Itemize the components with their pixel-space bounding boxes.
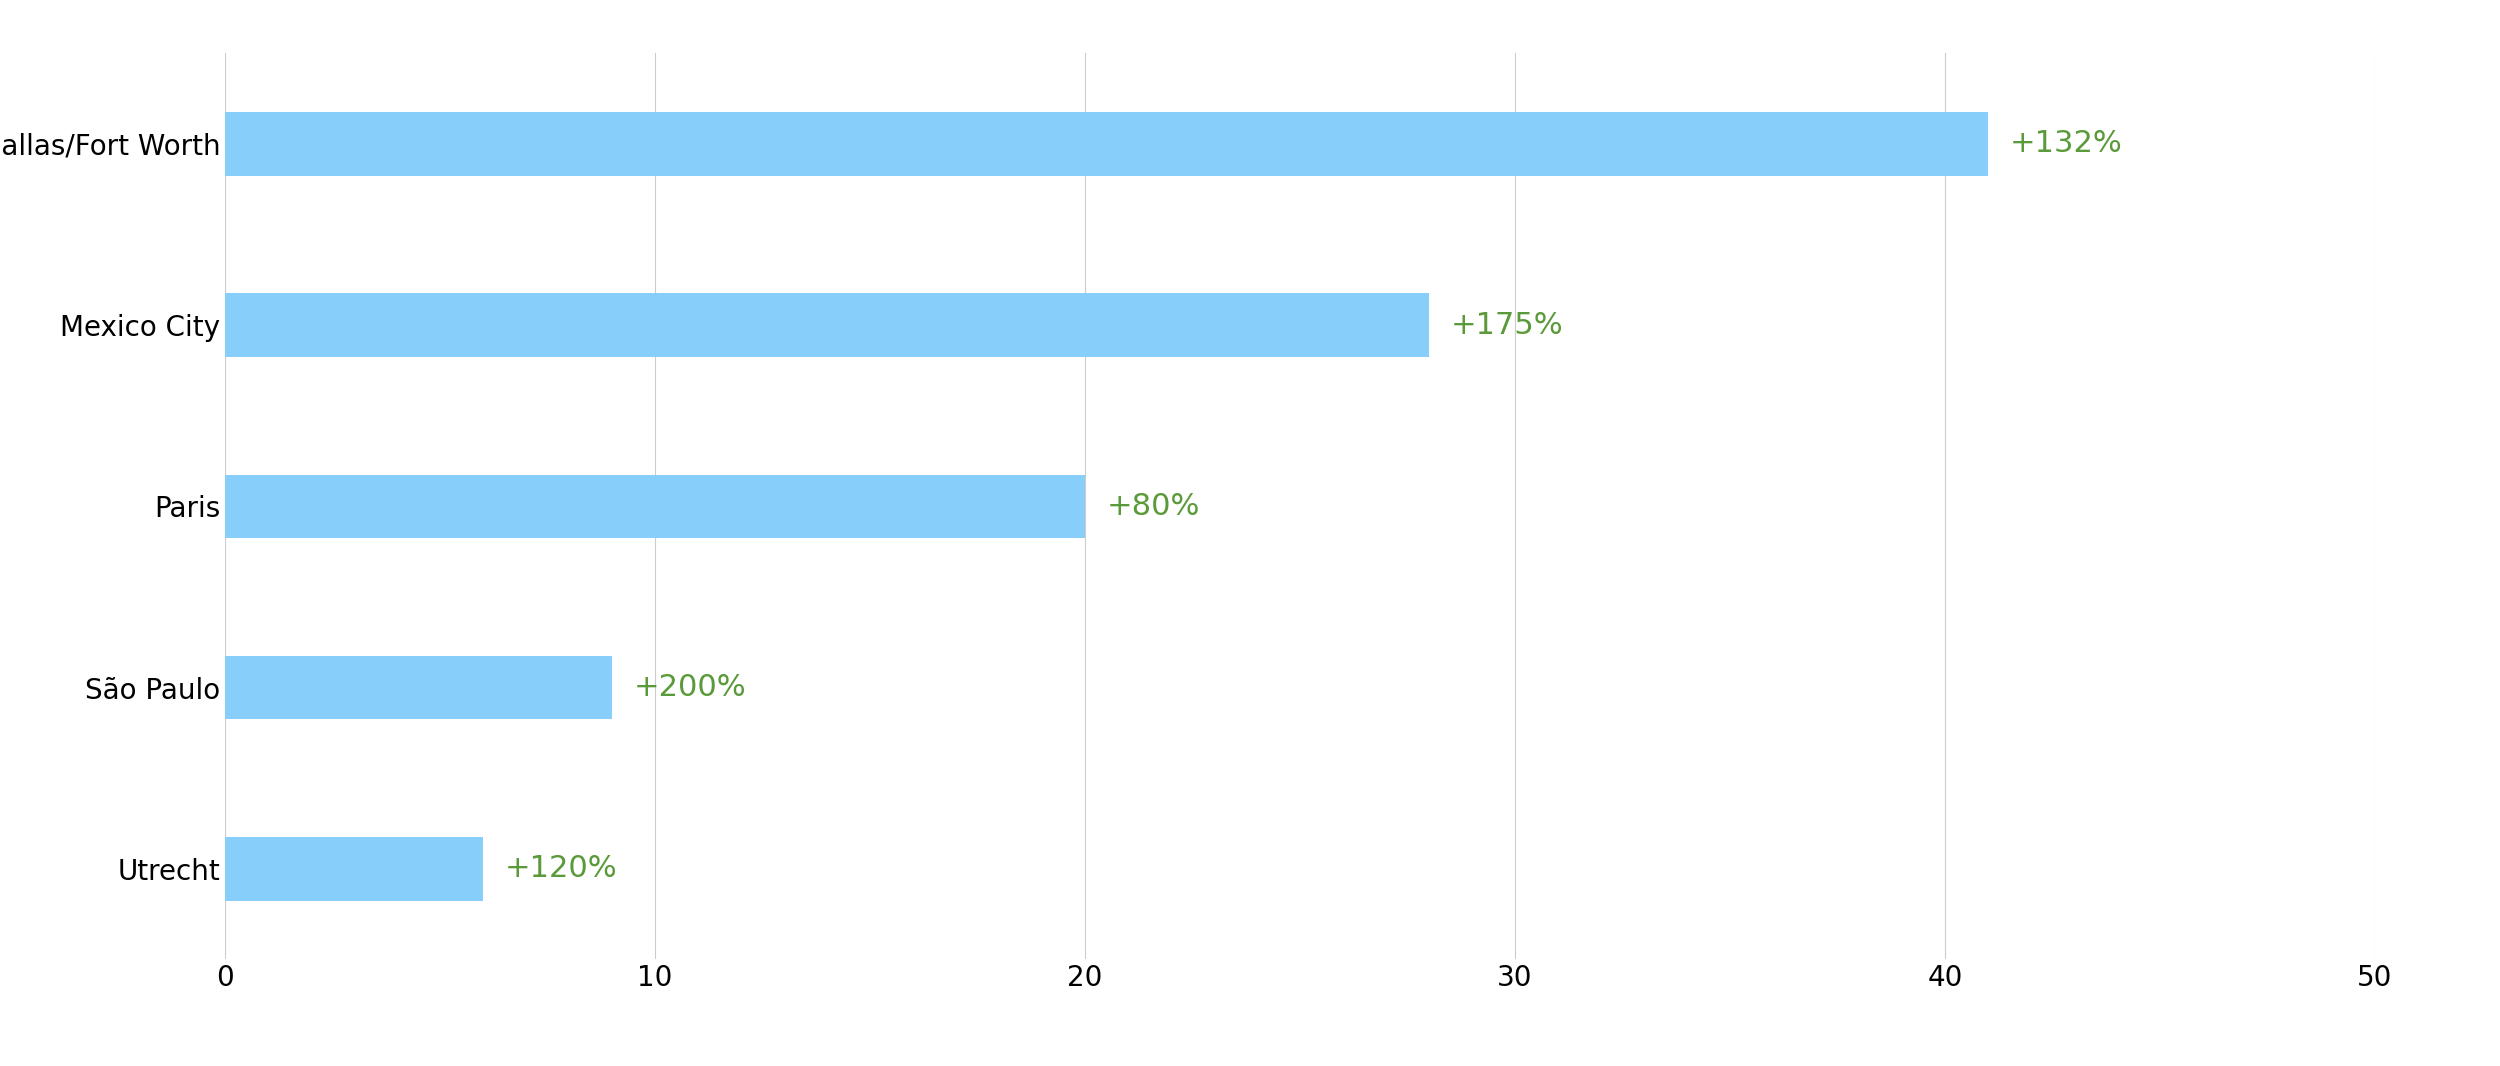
Bar	[225, 837, 482, 901]
Bar	[225, 656, 612, 720]
Text: +175%: +175%	[1450, 310, 1562, 340]
Text: +120%: +120%	[505, 854, 618, 884]
Text: +200%: +200%	[632, 673, 745, 702]
Text: +80%: +80%	[1108, 491, 1200, 521]
Bar	[225, 474, 1085, 538]
Bar	[225, 293, 1430, 357]
Bar	[225, 112, 1988, 176]
Text: +132%: +132%	[2010, 129, 2122, 159]
